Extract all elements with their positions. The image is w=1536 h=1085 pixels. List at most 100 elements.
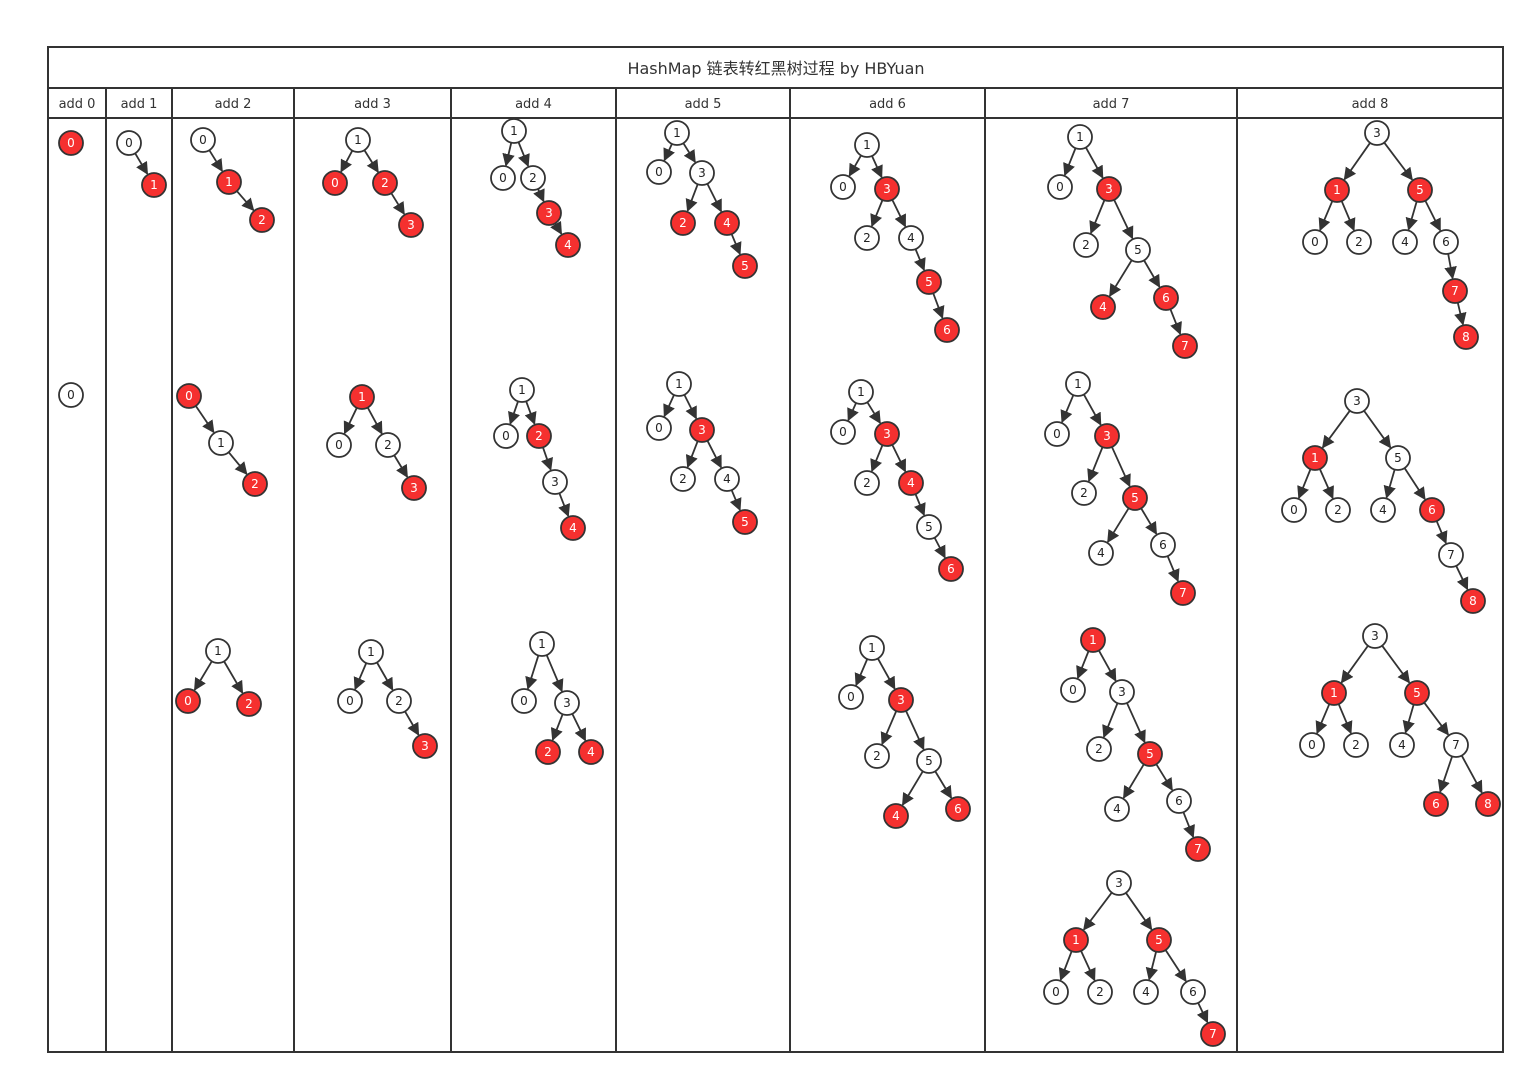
tree-edge: [1060, 394, 1075, 424]
node-key: 3: [410, 481, 418, 495]
node-key: 1: [150, 178, 158, 192]
black-node: [1344, 388, 1370, 414]
node-key: 8: [1469, 594, 1477, 608]
tree-edge: [502, 142, 515, 167]
tree-edge: [404, 710, 420, 736]
tree-edge: [1403, 467, 1426, 501]
red-node: [1423, 791, 1449, 817]
node-key: 2: [245, 697, 253, 711]
tree-diagram: 3 1 5 0 2 4 6 7: [1043, 870, 1226, 1047]
tree-edge: [1063, 147, 1077, 177]
black-node: [1392, 229, 1418, 255]
node-key: 4: [907, 476, 915, 490]
tree-edge: [1169, 308, 1182, 336]
node-key: 0: [346, 694, 354, 708]
black-node: [1180, 979, 1206, 1005]
red-node: [1453, 324, 1479, 350]
tree-edge: [877, 658, 896, 690]
table-frame: [47, 46, 1504, 1053]
tree-edge: [525, 655, 540, 690]
node-key: 0: [335, 438, 343, 452]
black-node: [1106, 870, 1132, 896]
tree-edge: [571, 713, 587, 742]
node-key: 3: [1353, 394, 1361, 408]
tree-edge: [1444, 253, 1457, 280]
node-key: 0: [331, 176, 339, 190]
node-key: 0: [1069, 683, 1077, 697]
black-node: [345, 127, 371, 153]
tree-edge: [1405, 201, 1418, 231]
black-node: [1302, 229, 1328, 255]
node-key: 4: [907, 231, 915, 245]
node-key: 4: [723, 472, 731, 486]
black-node: [1104, 796, 1130, 822]
node-key: 5: [741, 515, 749, 529]
tree-edge: [1402, 704, 1415, 734]
node-key: 5: [1394, 451, 1402, 465]
node-key: 0: [125, 136, 133, 150]
column-header: add 4: [515, 97, 552, 112]
black-node: [1125, 237, 1151, 263]
red-node: [874, 176, 900, 202]
black-node: [666, 371, 692, 397]
node-key: 2: [1352, 738, 1360, 752]
black-node: [1343, 732, 1369, 758]
red-node: [732, 253, 758, 279]
node-key: 5: [1134, 243, 1142, 257]
node-key: 1: [1330, 686, 1338, 700]
red-node: [242, 471, 268, 497]
column-header: add 0: [59, 97, 96, 112]
tree-diagram: 0: [58, 130, 84, 156]
node-key: 2: [1082, 238, 1090, 252]
tree-edge: [1196, 1002, 1209, 1024]
black-node: [326, 432, 352, 458]
black-node: [664, 120, 690, 146]
tree-edge: [1087, 446, 1104, 483]
black-node: [358, 639, 384, 665]
red-node: [1172, 333, 1198, 359]
tree-edge: [870, 444, 884, 473]
red-node: [216, 169, 242, 195]
tree-diagram: 1 0 3 2 4 5 6: [830, 132, 960, 343]
red-node: [1094, 423, 1120, 449]
node-key: 4: [1113, 802, 1121, 816]
tree-edge: [1083, 394, 1102, 426]
black-node: [1370, 497, 1396, 523]
black-node: [520, 165, 546, 191]
tree-edge: [390, 192, 405, 216]
tree-diagram: 3 1 5 0 2 4 7 6 8: [1299, 623, 1501, 817]
black-node: [916, 514, 942, 540]
node-key: 2: [863, 231, 871, 245]
black-node: [1071, 480, 1097, 506]
black-node: [490, 165, 516, 191]
black-node: [916, 748, 942, 774]
node-key: 1: [868, 641, 876, 655]
node-key: 2: [873, 749, 881, 763]
node-key: 7: [1451, 284, 1459, 298]
tree-edge: [1058, 950, 1073, 982]
tree-edge: [706, 183, 722, 213]
tree-diagram: 3 1 5 0 2 4 6 7 8: [1302, 120, 1479, 350]
red-node: [1200, 1021, 1226, 1047]
node-key: 3: [698, 423, 706, 437]
tree-edge: [227, 451, 248, 475]
node-key: 8: [1484, 797, 1492, 811]
tree-edge: [1107, 507, 1130, 544]
tree-edge: [508, 401, 520, 425]
black-node: [1299, 732, 1325, 758]
node-key: 4: [1398, 738, 1406, 752]
red-node: [1137, 741, 1163, 767]
tree-edge: [533, 188, 545, 203]
tree-edge: [1145, 951, 1159, 981]
red-node: [1090, 294, 1116, 320]
black-node: [1281, 497, 1307, 523]
node-key: 0: [655, 421, 663, 435]
red-node: [1153, 285, 1179, 311]
node-key: 5: [1416, 183, 1424, 197]
red-node: [874, 421, 900, 447]
red-node: [1324, 177, 1350, 203]
node-key: 1: [675, 377, 683, 391]
tree-diagram: 1 0 3 2 4 5 6: [830, 379, 964, 582]
node-key: 5: [1413, 686, 1421, 700]
node-key: 7: [1447, 548, 1455, 562]
